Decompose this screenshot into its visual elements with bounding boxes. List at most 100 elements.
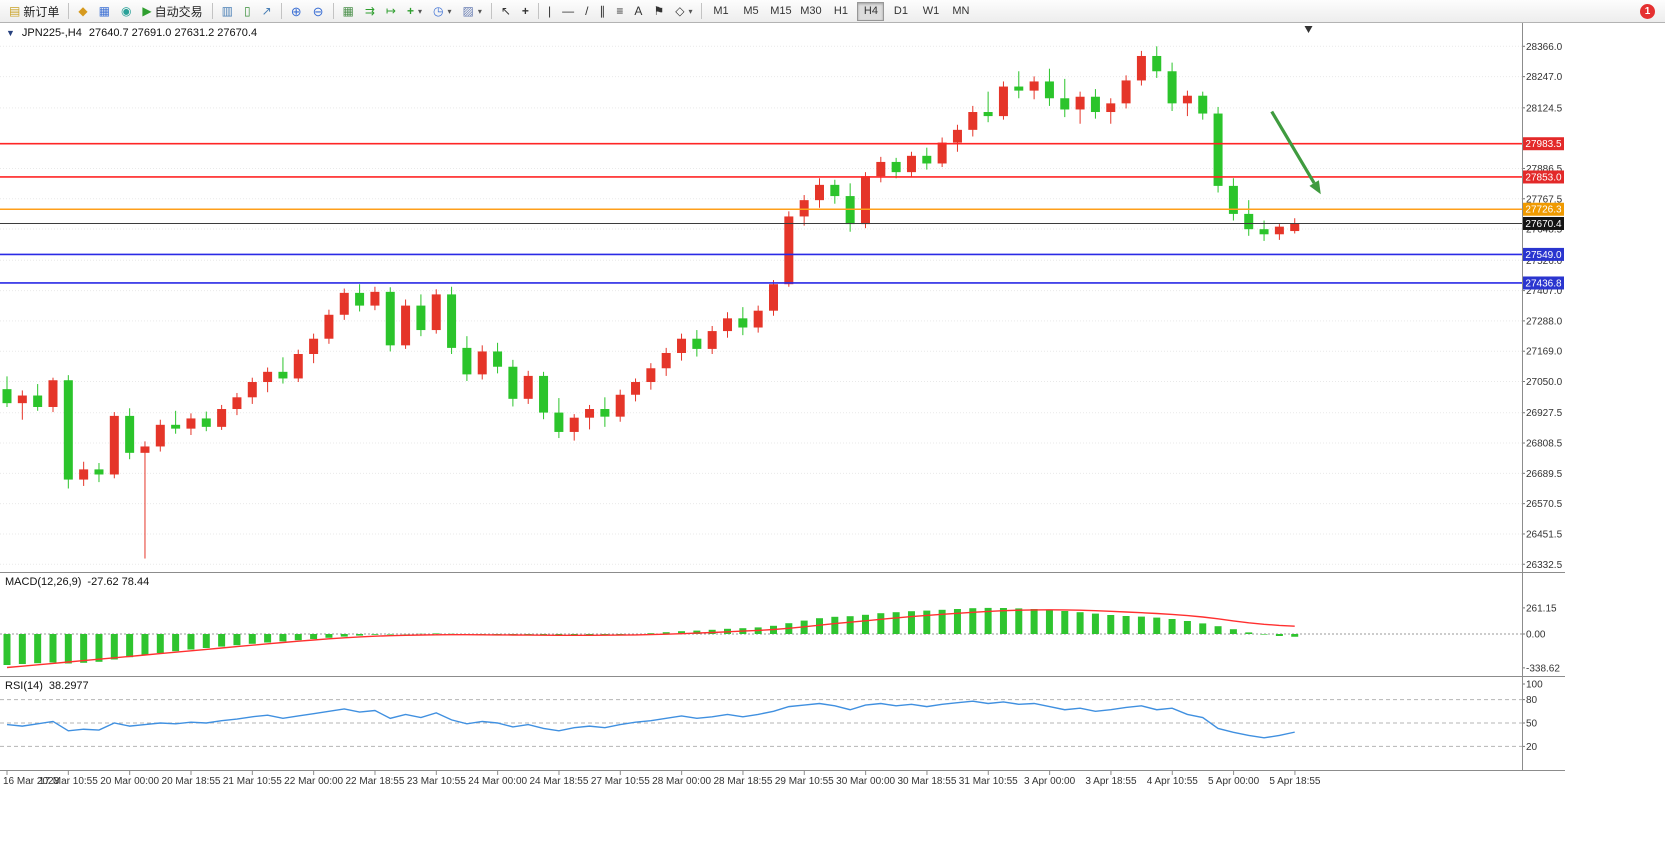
svg-text:27526.0: 27526.0 — [1526, 256, 1563, 267]
zoom-out-button[interactable]: ⊖ — [308, 1, 329, 22]
zoom-in-button[interactable]: ⊕ — [286, 1, 307, 22]
line-chart-button[interactable]: ↗ — [257, 1, 277, 22]
label-tool-button[interactable]: ⚑ — [648, 1, 669, 22]
auto-scroll-icon: ⇉ — [364, 4, 375, 18]
timeframe-button-m30[interactable]: M30 — [800, 5, 822, 17]
svg-text:26570.5: 26570.5 — [1526, 499, 1563, 510]
timeframe-button-h1[interactable]: H1 — [833, 5, 848, 17]
editor-button[interactable]: ◆ — [73, 1, 92, 22]
svg-text:17 Mar 10:55: 17 Mar 10:55 — [39, 776, 98, 787]
svg-text:28 Mar 18:55: 28 Mar 18:55 — [713, 776, 772, 787]
chevron-down-icon: ▾ — [477, 6, 482, 16]
svg-text:27288.0: 27288.0 — [1526, 316, 1563, 327]
timeframe-button-h4[interactable]: H4 — [857, 1, 885, 21]
svg-text:3 Apr 00:00: 3 Apr 00:00 — [1024, 776, 1076, 787]
timeframe-button-m1[interactable]: M1 — [713, 5, 729, 17]
level-lines[interactable] — [0, 142, 1522, 284]
new-order-button[interactable]: ▤ 新订单 — [4, 1, 64, 22]
shapes-button[interactable]: ◇ ▾ — [670, 1, 697, 22]
svg-text:22 Mar 18:55: 22 Mar 18:55 — [346, 776, 405, 787]
svg-text:3 Apr 18:55: 3 Apr 18:55 — [1085, 776, 1137, 787]
rsi-indicator-value: 38.2977 — [48, 680, 89, 692]
chart-menu-icon: ▼ — [6, 28, 15, 38]
price-badge: 27670.4 — [1523, 216, 1564, 230]
svg-text:5 Apr 18:55: 5 Apr 18:55 — [1269, 776, 1321, 787]
vertical-line-button[interactable]: | — [543, 1, 556, 22]
macd-panel: 261.15 0.00 -338.62 — [0, 603, 1560, 674]
svg-text:261.15: 261.15 — [1526, 603, 1557, 614]
timeframe-button-m5[interactable]: M5 — [743, 5, 759, 17]
trendline-button[interactable]: / — [580, 1, 593, 22]
rsi-line — [6, 700, 1295, 739]
svg-text:5 Apr 00:00: 5 Apr 00:00 — [1208, 776, 1260, 787]
price-badge: 27853.0 — [1523, 170, 1564, 184]
auto-scroll-button[interactable]: ⇉ — [360, 1, 380, 22]
svg-text:20 Mar 00:00: 20 Mar 00:00 — [100, 776, 159, 787]
timeframe-button-d1[interactable]: D1 — [893, 5, 908, 17]
svg-text:28 Mar 00:00: 28 Mar 00:00 — [652, 776, 711, 787]
macd-pane-label: MACD(12,26,9) -27.62 78.44 — [5, 576, 149, 588]
svg-text:26689.5: 26689.5 — [1526, 469, 1563, 480]
svg-text:0.00: 0.00 — [1526, 630, 1546, 641]
autotrading-icon: ▶ — [142, 4, 152, 18]
panel-separators — [0, 23, 1565, 771]
chart-title: ▼ JPN225-,H4 27640.7 27691.0 27631.2 276… — [6, 27, 257, 39]
svg-text:28366.0: 28366.0 — [1526, 42, 1563, 53]
horizontal-line-button[interactable]: — — [557, 1, 579, 22]
timeframe-button-w1[interactable]: W1 — [922, 5, 940, 17]
channel-button[interactable]: ∥ — [594, 1, 610, 22]
chart-canvas[interactable]: 28366.0 28247.0 28124.5 27886.5 27767.5 27648… — [0, 23, 1665, 844]
svg-text:22 Mar 00:00: 22 Mar 00:00 — [284, 776, 343, 787]
trend-arrow[interactable] — [1270, 110, 1321, 195]
chevron-down-icon: ▾ — [447, 6, 452, 16]
macd-indicator-values: -27.62 78.44 — [87, 576, 150, 588]
chart-shift-button[interactable]: ↦ — [381, 1, 401, 22]
cursor-button[interactable]: ↖ — [496, 1, 516, 22]
autotrading-button[interactable]: ▶ 自动交易 — [137, 1, 207, 22]
chart-shift-marker[interactable] — [1304, 26, 1313, 33]
notification-badge[interactable]: 1 — [1640, 4, 1655, 19]
svg-text:27 Mar 10:55: 27 Mar 10:55 — [591, 776, 650, 787]
svg-text:27853.0: 27853.0 — [1525, 172, 1562, 183]
svg-text:27648.5: 27648.5 — [1526, 225, 1563, 236]
timeframe-button-m15[interactable]: M15 — [770, 5, 792, 17]
svg-text:27436.8: 27436.8 — [1525, 278, 1562, 289]
svg-text:50: 50 — [1526, 719, 1538, 730]
bar-chart-icon: ▥ — [221, 4, 234, 18]
svg-text:21 Mar 10:55: 21 Mar 10:55 — [223, 776, 282, 787]
text-tool-button[interactable]: A — [629, 1, 647, 22]
svg-text:4 Apr 10:55: 4 Apr 10:55 — [1147, 776, 1199, 787]
fibonacci-button[interactable]: ≡ — [611, 1, 628, 22]
price-badge: 27983.5 — [1523, 137, 1564, 151]
indicators-button[interactable]: + ▾ — [402, 1, 427, 22]
fibonacci-icon: ≡ — [616, 4, 624, 18]
rsi-pane-label: RSI(14) 38.2977 — [5, 680, 89, 692]
svg-text:30 Mar 00:00: 30 Mar 00:00 — [836, 776, 895, 787]
terminal-button[interactable]: ◉ — [116, 1, 136, 22]
timeframe-button-mn[interactable]: MN — [952, 5, 970, 17]
price-badge: 27549.0 — [1523, 247, 1564, 261]
toolbar-separator — [280, 3, 282, 19]
svg-text:27549.0: 27549.0 — [1525, 250, 1562, 261]
crosshair-icon: + — [521, 4, 529, 18]
price-axis[interactable]: 28366.0 28247.0 28124.5 27886.5 27767.5 27648… — [1522, 42, 1563, 571]
toolbar-separator — [701, 3, 703, 19]
candlestick-chart-button[interactable]: ▯ — [239, 1, 256, 22]
zoom-out-icon: ⊖ — [312, 3, 324, 19]
toolbar-separator — [332, 3, 334, 19]
svg-text:23 Mar 10:55: 23 Mar 10:55 — [407, 776, 466, 787]
periods-button[interactable]: ◷ ▾ — [428, 1, 457, 22]
tile-windows-button[interactable]: ▦ — [338, 1, 359, 22]
trendline-icon: / — [585, 4, 589, 18]
svg-text:26927.5: 26927.5 — [1526, 408, 1563, 419]
templates-button[interactable]: ▨ ▾ — [458, 1, 487, 22]
indicators-plus-icon: + — [406, 4, 414, 18]
candles — [2, 46, 1300, 559]
market-watch-button[interactable]: ▦ — [94, 1, 115, 22]
chart-ohlc-readout: 27640.7 27691.0 27631.2 27670.4 — [88, 27, 258, 39]
crosshair-button[interactable]: + — [517, 1, 534, 22]
chevron-down-icon: ▾ — [688, 6, 693, 16]
bar-chart-button[interactable]: ▥ — [217, 1, 238, 22]
